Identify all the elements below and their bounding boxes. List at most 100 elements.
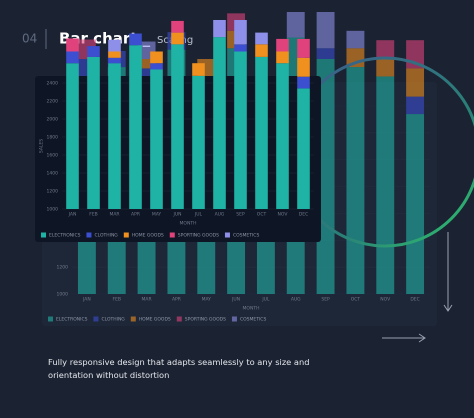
bar-segment xyxy=(150,63,163,70)
bar-segment xyxy=(108,39,121,52)
bar-segment xyxy=(297,88,310,209)
legend-label: ELECTRONICS xyxy=(49,233,81,239)
bar-segment xyxy=(192,75,205,209)
legend-swatch xyxy=(86,232,92,238)
bar-segment xyxy=(346,67,365,294)
x-tick-label: AUG xyxy=(215,212,225,218)
x-tick-label: OCT xyxy=(257,212,267,218)
x-tick-label: JUL xyxy=(194,212,203,218)
bar-segment xyxy=(376,40,395,59)
legend-label: SPORTING GOODS xyxy=(178,233,219,239)
bar-segment xyxy=(108,63,121,210)
legend-label: SPORTING GOODS xyxy=(185,317,226,323)
bar-segment xyxy=(255,32,268,45)
bar-segment xyxy=(297,76,310,89)
bar-segment xyxy=(137,68,156,77)
x-tick-label: JAN xyxy=(82,297,91,303)
x-tick-label: JUN xyxy=(231,297,240,303)
x-tick-label: JAN xyxy=(68,212,77,218)
x-tick-label: APR xyxy=(172,297,181,303)
front-chart: 1000 1200 1400 1600 1800 2000 2200 2400 SALES JAN… xyxy=(35,20,321,242)
legend-label: HOME GOODS xyxy=(132,233,164,239)
x-tick-label: OCT xyxy=(351,297,361,303)
bar-segment xyxy=(255,56,268,210)
bar-segment xyxy=(129,33,142,46)
y-tick-label: 2400 xyxy=(47,81,59,87)
bar-segment xyxy=(376,59,395,77)
bar-segment xyxy=(276,63,289,210)
bar-segment xyxy=(234,20,247,45)
legend-label: COSMETICS xyxy=(233,233,259,239)
y-tick-label: 1800 xyxy=(47,135,59,141)
y-tick-label: 1200 xyxy=(47,189,59,195)
x-tick-label: FEB xyxy=(112,297,121,303)
bar-segment xyxy=(171,32,184,45)
x-tick-label: DEC xyxy=(299,212,308,218)
legend-swatch xyxy=(123,232,129,238)
bar-segment xyxy=(192,63,205,76)
y-axis-label: SALES xyxy=(39,139,45,153)
bar-segment xyxy=(108,57,121,64)
bar-segment xyxy=(171,20,184,33)
description: Fully responsive design that adapts seam… xyxy=(48,357,310,380)
legend-swatch xyxy=(169,232,175,238)
legend-swatch xyxy=(176,316,182,322)
bar-segment xyxy=(255,44,268,57)
x-tick-label: APR xyxy=(131,212,140,218)
x-tick-label: SEP xyxy=(236,212,245,218)
bar-segment xyxy=(129,45,142,210)
legend-swatch xyxy=(41,232,46,238)
x-tick-label: MAY xyxy=(152,212,162,218)
legend-label: CLOTHING xyxy=(94,233,118,239)
x-tick-label: JUL xyxy=(261,297,270,303)
bar-segment xyxy=(406,68,425,97)
bar-segment xyxy=(213,37,226,209)
y-tick-label: 2200 xyxy=(47,99,59,105)
x-tick-label: MAR xyxy=(109,212,119,218)
x-axis-label: MONTH xyxy=(243,306,260,312)
legend-label: COSMETICS xyxy=(240,317,266,323)
bar-segment xyxy=(286,12,305,38)
x-tick-label: AUG xyxy=(291,297,301,303)
legend-swatch xyxy=(130,316,136,322)
bar-segment xyxy=(66,63,79,210)
bar-segment xyxy=(406,96,425,115)
arrow-head xyxy=(443,304,453,312)
x-tick-label: DEC xyxy=(410,297,419,303)
bar-segment xyxy=(316,48,335,59)
bar-segment xyxy=(108,51,121,58)
legend-swatch xyxy=(48,316,53,322)
bar-segment xyxy=(234,44,247,52)
y-tick-label: 1600 xyxy=(47,153,59,159)
x-tick-label: MAY xyxy=(202,297,212,303)
bar-segment xyxy=(66,51,79,64)
bar-segment xyxy=(150,69,163,209)
x-tick-label: JUN xyxy=(173,212,182,218)
y-tick-label: 2000 xyxy=(47,117,59,123)
bar-segment xyxy=(346,30,365,49)
bar-segment xyxy=(87,56,100,210)
bar-segment xyxy=(297,38,310,58)
bar-segment xyxy=(87,46,100,57)
bar-segment xyxy=(297,57,310,77)
y-tick-label: 1400 xyxy=(47,171,59,177)
bar-segment xyxy=(376,76,395,294)
x-tick-label: NOV xyxy=(278,212,289,218)
bar-segment xyxy=(150,51,163,64)
bar-segment xyxy=(234,51,247,209)
bar-segment xyxy=(316,12,335,49)
bar-segment xyxy=(137,59,156,69)
y-tick-label: 1200 xyxy=(57,265,69,271)
x-tick-label: NOV xyxy=(380,297,391,303)
legend-label: HOME GOODS xyxy=(139,317,171,323)
x-tick-label: MAR xyxy=(142,297,152,303)
x-tick-label: SEP xyxy=(321,297,330,303)
y-tick-label: 1000 xyxy=(57,292,69,298)
legend-swatch xyxy=(93,316,99,322)
bar-segment xyxy=(316,59,335,294)
bar-segment xyxy=(276,51,289,64)
bar-segment xyxy=(213,20,226,38)
legend-swatch xyxy=(231,316,237,322)
